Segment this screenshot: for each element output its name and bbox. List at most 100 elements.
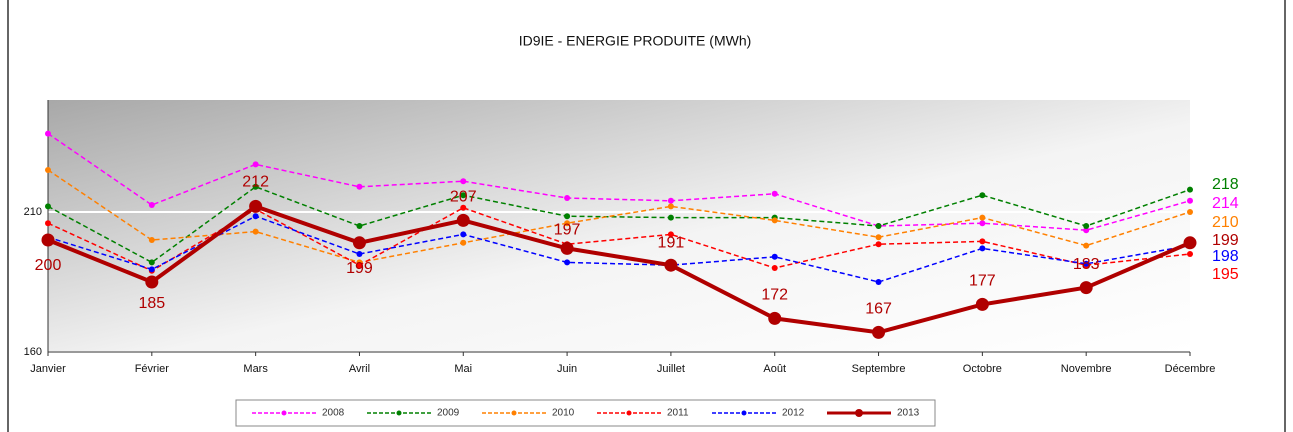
legend-marker xyxy=(741,410,747,416)
data-point xyxy=(771,190,778,197)
data-label: 200 xyxy=(35,257,62,274)
chart-title: ID9IE - ENERGIE PRODUITE (MWh) xyxy=(519,33,752,49)
data-point xyxy=(875,279,882,285)
x-tick-label: Août xyxy=(763,363,786,375)
data-point xyxy=(875,234,882,241)
data-point xyxy=(145,275,159,289)
data-point xyxy=(356,223,363,229)
data-point xyxy=(1083,227,1090,234)
data-point xyxy=(148,237,155,243)
data-point xyxy=(564,259,571,266)
y-tick-label: 210 xyxy=(24,206,42,218)
legend-label: 2008 xyxy=(322,408,345,419)
data-point xyxy=(664,258,678,272)
data-point xyxy=(771,265,778,271)
data-point xyxy=(460,231,467,238)
data-point xyxy=(356,251,363,257)
end-label: 199 xyxy=(1212,232,1239,249)
data-point xyxy=(564,195,571,201)
data-point xyxy=(771,253,778,260)
data-point xyxy=(456,213,470,227)
data-point xyxy=(667,197,674,204)
x-tick-label: Novembre xyxy=(1061,363,1112,375)
legend xyxy=(235,399,936,427)
data-point xyxy=(979,220,986,227)
data-point xyxy=(1187,209,1193,215)
data-label: 167 xyxy=(865,301,892,318)
data-label: 207 xyxy=(450,189,477,206)
data-point xyxy=(875,241,882,248)
data-label: 197 xyxy=(554,222,581,239)
series-line xyxy=(47,169,1191,264)
data-point xyxy=(667,203,674,210)
data-point xyxy=(875,223,882,229)
x-tick-label: Septembre xyxy=(852,363,906,375)
data-point xyxy=(252,161,259,168)
series-line xyxy=(47,185,1191,264)
legend-marker xyxy=(511,410,517,416)
data-point xyxy=(667,214,674,221)
x-tick-label: Avril xyxy=(349,363,370,375)
legend-marker xyxy=(281,410,287,416)
data-point xyxy=(560,241,574,255)
end-label: 214 xyxy=(1212,195,1239,212)
data-point xyxy=(148,266,155,273)
series-line xyxy=(47,132,1191,231)
data-point xyxy=(564,213,571,220)
data-label: 172 xyxy=(761,287,788,304)
data-point xyxy=(1183,236,1197,250)
data-label: 212 xyxy=(242,174,269,191)
data-point xyxy=(1083,223,1090,229)
data-point xyxy=(460,192,467,199)
end-label: 195 xyxy=(1212,266,1239,283)
data-point xyxy=(1187,197,1193,204)
x-tick-label: Juillet xyxy=(657,363,685,375)
legend-label: 2010 xyxy=(552,408,575,419)
data-point xyxy=(45,130,51,137)
legend-marker xyxy=(626,410,632,416)
data-point xyxy=(1187,251,1193,257)
data-point xyxy=(249,199,263,213)
data-point xyxy=(768,311,782,325)
x-tick-label: Janvier xyxy=(30,363,66,375)
data-point xyxy=(252,183,259,190)
data-point xyxy=(352,236,366,250)
data-point xyxy=(872,325,886,339)
data-point xyxy=(45,220,51,227)
data-point xyxy=(979,238,986,245)
data-point xyxy=(1083,242,1090,249)
data-point xyxy=(356,183,363,190)
data-label: 199 xyxy=(346,260,373,277)
data-label: 191 xyxy=(658,234,685,251)
data-point xyxy=(356,262,363,269)
x-tick-label: Octobre xyxy=(963,363,1002,375)
x-tick-label: Mars xyxy=(243,363,268,375)
legend-marker xyxy=(396,410,402,416)
data-point xyxy=(1187,186,1193,193)
data-point xyxy=(667,231,674,238)
data-point xyxy=(45,203,51,210)
x-tick-label: Mai xyxy=(454,363,472,375)
series-line xyxy=(47,215,1191,283)
data-point xyxy=(460,239,467,246)
plot-area xyxy=(48,100,1190,352)
data-point xyxy=(45,167,51,173)
end-label: 198 xyxy=(1212,248,1239,265)
data-point xyxy=(460,204,467,211)
data-point xyxy=(41,233,55,247)
data-point xyxy=(979,192,986,199)
legend-label: 2009 xyxy=(437,408,460,419)
data-label: 183 xyxy=(1073,256,1100,273)
data-point xyxy=(979,214,986,221)
data-point xyxy=(148,202,155,208)
legend-label: 2011 xyxy=(667,408,689,419)
legend-marker xyxy=(855,409,863,417)
y-tick-label: 160 xyxy=(24,346,42,358)
data-point xyxy=(148,259,155,266)
data-point xyxy=(252,213,259,220)
data-label: 177 xyxy=(969,273,996,290)
end-label: 210 xyxy=(1212,214,1239,231)
x-tick-label: Février xyxy=(135,363,170,375)
data-point xyxy=(1079,281,1093,295)
